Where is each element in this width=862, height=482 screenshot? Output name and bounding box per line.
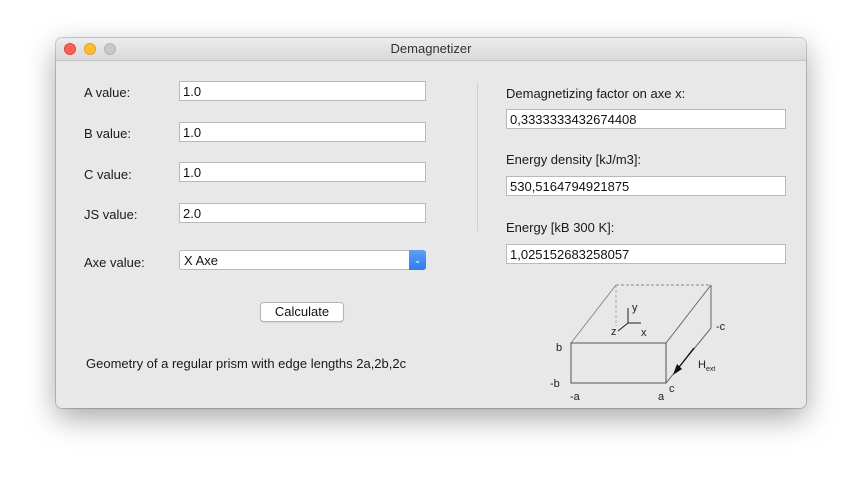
calculate-button[interactable]: Calculate xyxy=(260,302,344,322)
a-value-input[interactable]: 1.0 xyxy=(179,81,426,101)
geometry-caption: Geometry of a regular prism with edge le… xyxy=(86,356,407,371)
prism-right-top-edge xyxy=(665,284,712,344)
title-bar: Demagnetizer xyxy=(56,38,806,61)
prism-front-face xyxy=(570,342,667,384)
b-label: b xyxy=(556,342,562,354)
app-window: Demagnetizer A value: 1.0 B value: 1.0 C… xyxy=(56,38,806,408)
axe-select[interactable]: X Axe ⌄ xyxy=(179,250,426,270)
energy-density-label: Energy density [kJ/m3]: xyxy=(506,152,642,167)
neg-a-label: -a xyxy=(570,391,581,403)
c-value-label: C value: xyxy=(84,167,132,182)
c-label: c xyxy=(669,383,675,395)
minimize-button[interactable] xyxy=(84,43,96,55)
energy-output[interactable]: 1,025152683258057 xyxy=(506,244,786,264)
b-value-input[interactable]: 1.0 xyxy=(179,122,426,142)
prism-left-top-edge xyxy=(570,284,617,344)
z-axis-label: z xyxy=(611,326,617,338)
demag-factor-output[interactable]: 0,3333333432674408 xyxy=(506,109,786,129)
a-value-label: A value: xyxy=(84,85,131,100)
energy-label: Energy [kB 300 K]: xyxy=(506,220,615,235)
a-label: a xyxy=(658,391,665,403)
z-axis-line xyxy=(617,322,629,332)
zoom-button[interactable] xyxy=(104,43,116,55)
prism-diagram: y z x b -b -a a c -c Hext xyxy=(550,284,726,403)
close-button[interactable] xyxy=(64,43,76,55)
js-value-input[interactable]: 2.0 xyxy=(179,203,426,223)
axe-value-label: Axe value: xyxy=(84,255,145,270)
neg-b-label: -b xyxy=(550,378,560,390)
c-value-input[interactable]: 1.0 xyxy=(179,162,426,182)
axe-selected-value: X Axe xyxy=(184,253,218,268)
h-ext-label: Hext xyxy=(698,359,715,373)
neg-c-label: -c xyxy=(716,321,726,333)
column-divider xyxy=(477,83,478,231)
demag-factor-label: Demagnetizing factor on axe x: xyxy=(506,86,686,101)
chevron-down-icon[interactable]: ⌄ xyxy=(409,250,426,270)
field-arrowhead xyxy=(673,364,682,375)
energy-density-output[interactable]: 530,5164794921875 xyxy=(506,176,786,196)
x-axis-label: x xyxy=(641,327,647,339)
window-title: Demagnetizer xyxy=(390,41,472,56)
js-value-label: JS value: xyxy=(84,207,138,222)
y-axis-label: y xyxy=(632,302,638,314)
b-value-label: B value: xyxy=(84,126,131,141)
